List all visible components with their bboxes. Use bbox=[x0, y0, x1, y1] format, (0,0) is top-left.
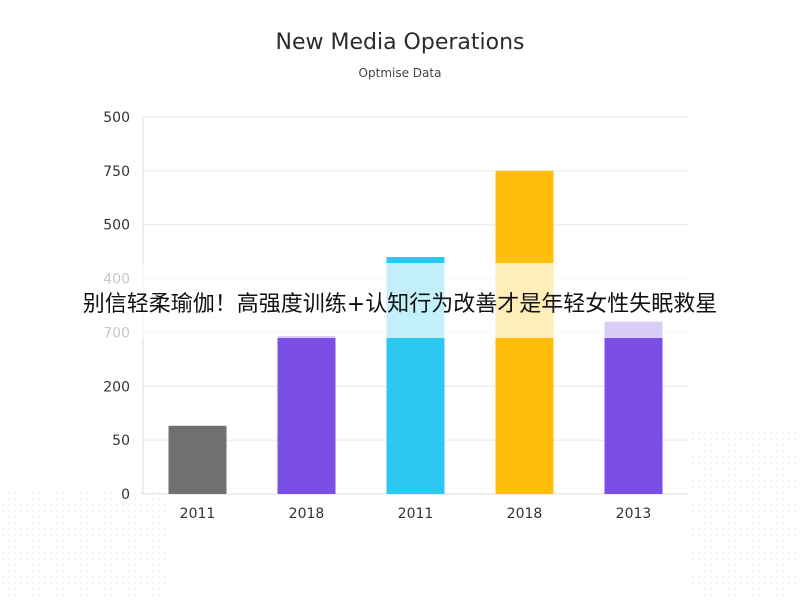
y-tick-label: 500 bbox=[103, 110, 130, 126]
x-tick-label: 2013 bbox=[616, 506, 652, 522]
bar bbox=[168, 425, 227, 494]
chart-title: New Media Operations bbox=[275, 30, 525, 55]
y-tick-label: 0 bbox=[121, 487, 130, 503]
x-tick-label: 2011 bbox=[398, 506, 434, 522]
bar bbox=[604, 321, 663, 494]
x-tick-label: 2011 bbox=[180, 506, 216, 522]
y-tick-label: 750 bbox=[103, 164, 130, 180]
overlay-banner bbox=[0, 263, 800, 338]
y-tick-label: 500 bbox=[103, 218, 130, 234]
decorative-dots-right bbox=[690, 430, 800, 600]
chart-subtitle: Optmise Data bbox=[358, 66, 442, 80]
banner-caption: 别信轻柔瑜伽！高强度训练+认知行为改善才是年轻女性失眠救星 bbox=[82, 292, 718, 317]
y-tick-label: 50 bbox=[112, 433, 130, 449]
y-tick-label: 200 bbox=[103, 379, 130, 395]
decorative-dots-left bbox=[0, 490, 170, 600]
x-tick-label: 2018 bbox=[507, 506, 543, 522]
bar bbox=[277, 336, 336, 494]
x-tick-label: 2018 bbox=[289, 506, 325, 522]
